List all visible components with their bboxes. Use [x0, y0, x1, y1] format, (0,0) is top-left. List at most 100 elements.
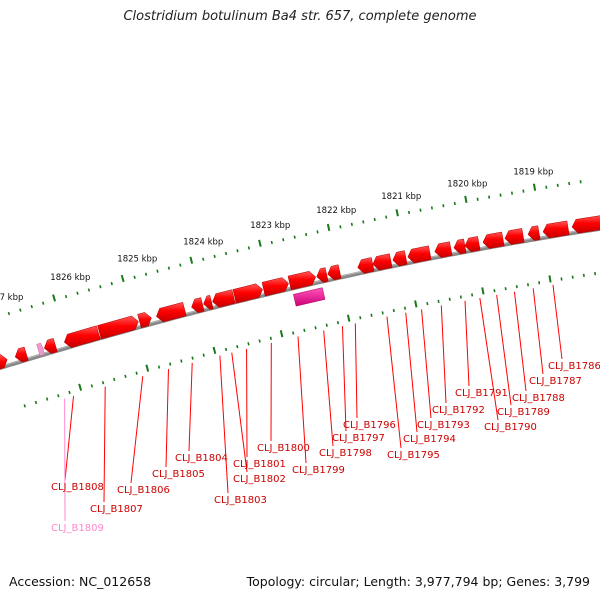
- outer-minor-tick: [350, 222, 353, 226]
- gene-arrow: [392, 250, 408, 267]
- gene-arrow: [434, 241, 453, 258]
- leader-line: [405, 312, 418, 433]
- map-title: Clostridium botulinum Ba4 str. 657, comp…: [123, 9, 477, 24]
- gene-arrow: [156, 301, 187, 323]
- leader-line: [532, 288, 544, 375]
- leader-line: [341, 326, 347, 432]
- gene-arrow: [137, 312, 152, 329]
- outer-minor-tick: [19, 308, 22, 312]
- inner-minor-tick: [359, 316, 362, 320]
- scale-label: 1827 kbp: [0, 293, 23, 303]
- leader-line: [421, 309, 432, 419]
- gene-label: CLJ_B1790: [484, 422, 537, 433]
- outer-minor-tick: [339, 225, 342, 229]
- gene-arrow: [482, 231, 505, 249]
- gene-arrow: [191, 297, 205, 313]
- outer-minor-tick: [293, 235, 296, 239]
- gene-label: CLJ_B1802: [233, 474, 286, 485]
- gene-label: CLJ_B1789: [497, 407, 550, 418]
- scale-label: 1825 kbp: [117, 255, 157, 265]
- gene-arrow: [212, 289, 236, 308]
- outer-minor-tick: [499, 193, 502, 197]
- inner-minor-tick: [392, 308, 395, 313]
- inner-major-tick: [145, 364, 150, 372]
- outer-minor-tick: [385, 215, 388, 219]
- outer-minor-tick: [442, 204, 445, 208]
- inner-minor-tick: [247, 342, 250, 346]
- gene-label: CLJ_B1787: [529, 376, 582, 387]
- scale-label: 1819 kbp: [513, 168, 553, 178]
- scale-label: 1824 kbp: [183, 237, 223, 247]
- leader-line: [440, 305, 447, 404]
- leader-line: [354, 323, 358, 419]
- inner-minor-tick: [437, 299, 440, 304]
- leader-line: [297, 336, 307, 464]
- outer-minor-tick: [282, 238, 285, 242]
- scale-label: 1823 kbp: [250, 221, 290, 231]
- leader-line: [386, 316, 402, 449]
- gene-label: CLJ_B1801: [233, 459, 286, 470]
- outer-scale-ticks: [7, 180, 582, 316]
- outer-major-tick: [189, 256, 194, 264]
- inner-minor-tick: [459, 295, 462, 299]
- outer-minor-tick: [522, 189, 525, 193]
- gene-arrow: [464, 236, 481, 253]
- inner-major-tick: [414, 300, 418, 308]
- outer-major-tick: [258, 239, 262, 247]
- label-leaders: [64, 284, 563, 522]
- outer-minor-tick: [179, 263, 182, 267]
- inner-minor-tick: [403, 306, 407, 310]
- leader-line: [130, 376, 144, 484]
- inner-minor-tick: [269, 336, 272, 340]
- gene-label: CLJ_B1786: [548, 361, 600, 372]
- inner-minor-tick: [90, 384, 94, 388]
- inner-minor-tick: [426, 301, 429, 306]
- scale-labels: 1819 kbp 1820 kbp 1821 kbp 1822 kbp 1823 kbp…: [0, 168, 553, 303]
- inner-minor-tick: [202, 353, 205, 357]
- gene-arrow: [0, 354, 8, 370]
- inner-minor-tick: [526, 283, 530, 287]
- gene-label: CLJ_B1792: [432, 405, 485, 416]
- accession-text: Accession: NC_012658: [9, 574, 152, 589]
- gene-label: CLJ_B1807: [90, 504, 143, 515]
- inner-minor-tick: [23, 404, 26, 408]
- gene-arrow: [287, 271, 317, 291]
- outer-major-tick: [326, 223, 331, 232]
- gene-arrow: [327, 264, 342, 281]
- outer-major-tick: [52, 294, 56, 302]
- outer-minor-tick: [373, 217, 376, 222]
- leader-line: [479, 297, 499, 421]
- pseudo-gene-arrow: [36, 342, 45, 357]
- scale-label: 1822 kbp: [316, 206, 356, 216]
- gene-label: CLJ_B1806: [117, 485, 170, 496]
- outer-major-tick: [395, 209, 399, 217]
- leader-line: [496, 294, 512, 406]
- inner-minor-tick: [303, 328, 306, 332]
- outer-minor-tick: [362, 220, 365, 224]
- outer-minor-tick: [430, 206, 433, 210]
- highlighted-gene: [293, 287, 326, 307]
- outer-minor-tick: [305, 232, 308, 237]
- inner-minor-tick: [448, 297, 451, 301]
- outer-minor-tick: [510, 191, 514, 195]
- gene-arrow: [97, 315, 139, 340]
- inner-major-tick: [481, 287, 485, 295]
- outer-minor-tick: [407, 210, 411, 215]
- gene-label: CLJ_B1799: [292, 465, 345, 476]
- outer-minor-tick: [64, 294, 68, 299]
- inner-minor-tick: [336, 321, 340, 325]
- gene-label: CLJ_B1798: [319, 448, 372, 459]
- inner-minor-tick: [224, 347, 228, 352]
- gene-arrow: [571, 215, 600, 234]
- outer-major-tick: [532, 183, 537, 191]
- outer-minor-tick: [7, 311, 11, 316]
- outer-minor-tick: [453, 201, 456, 206]
- gene-arrow: [316, 267, 329, 283]
- inner-minor-tick: [236, 344, 239, 349]
- outer-minor-tick: [76, 291, 79, 295]
- inner-major-tick: [212, 346, 217, 354]
- gene-label: CLJ_B1804: [175, 453, 228, 464]
- inner-minor-tick: [34, 400, 38, 405]
- gene-arrow: [63, 325, 101, 348]
